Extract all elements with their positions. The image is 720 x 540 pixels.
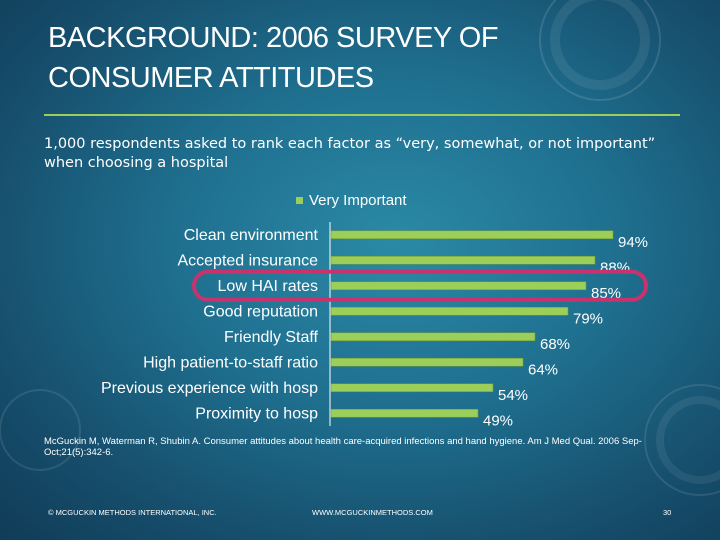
bar xyxy=(330,230,614,240)
value-label: 49% xyxy=(483,412,513,429)
footer-copyright: © MCGUCKIN METHODS INTERNATIONAL, INC. xyxy=(48,508,217,517)
slide-title: BACKGROUND: 2006 SURVEY OF CONSUMER ATTI… xyxy=(48,22,499,94)
bar xyxy=(330,255,596,265)
chart-legend: Very Important xyxy=(296,190,407,210)
category-label: Good reputation xyxy=(203,303,318,320)
legend-label: Very Important xyxy=(309,191,407,209)
title-divider xyxy=(44,114,680,116)
value-label: 68% xyxy=(540,336,570,353)
category-label: Proximity to hosp xyxy=(195,405,318,422)
bar xyxy=(330,281,587,291)
bar xyxy=(330,306,569,316)
bar xyxy=(330,357,524,367)
page-number: 30 xyxy=(663,508,672,517)
category-label: Clean environment xyxy=(184,227,319,244)
footer-website: WWW.MCGUCKINMETHODS.COM xyxy=(312,508,433,517)
value-label: 54% xyxy=(498,387,528,404)
category-label: Friendly Staff xyxy=(224,329,319,346)
citation: McGuckin M, Waterman R, Shubin A. Consum… xyxy=(44,436,642,458)
legend-swatch xyxy=(296,196,303,204)
value-label: 79% xyxy=(573,310,603,327)
bar xyxy=(330,408,479,418)
slide-subtitle: 1,000 respondents asked to rank each fac… xyxy=(44,136,656,171)
bar xyxy=(330,332,536,342)
value-label: 85% xyxy=(591,285,621,302)
category-label: Low HAI rates xyxy=(218,278,318,295)
bar xyxy=(330,383,494,393)
category-label: Previous experience with hosp xyxy=(101,380,318,397)
value-label: 94% xyxy=(618,234,648,251)
highlight-outline xyxy=(192,269,648,302)
category-label: High patient-to-staff ratio xyxy=(143,354,318,371)
category-label: Accepted insurance xyxy=(177,252,318,269)
value-label: 64% xyxy=(528,361,558,378)
